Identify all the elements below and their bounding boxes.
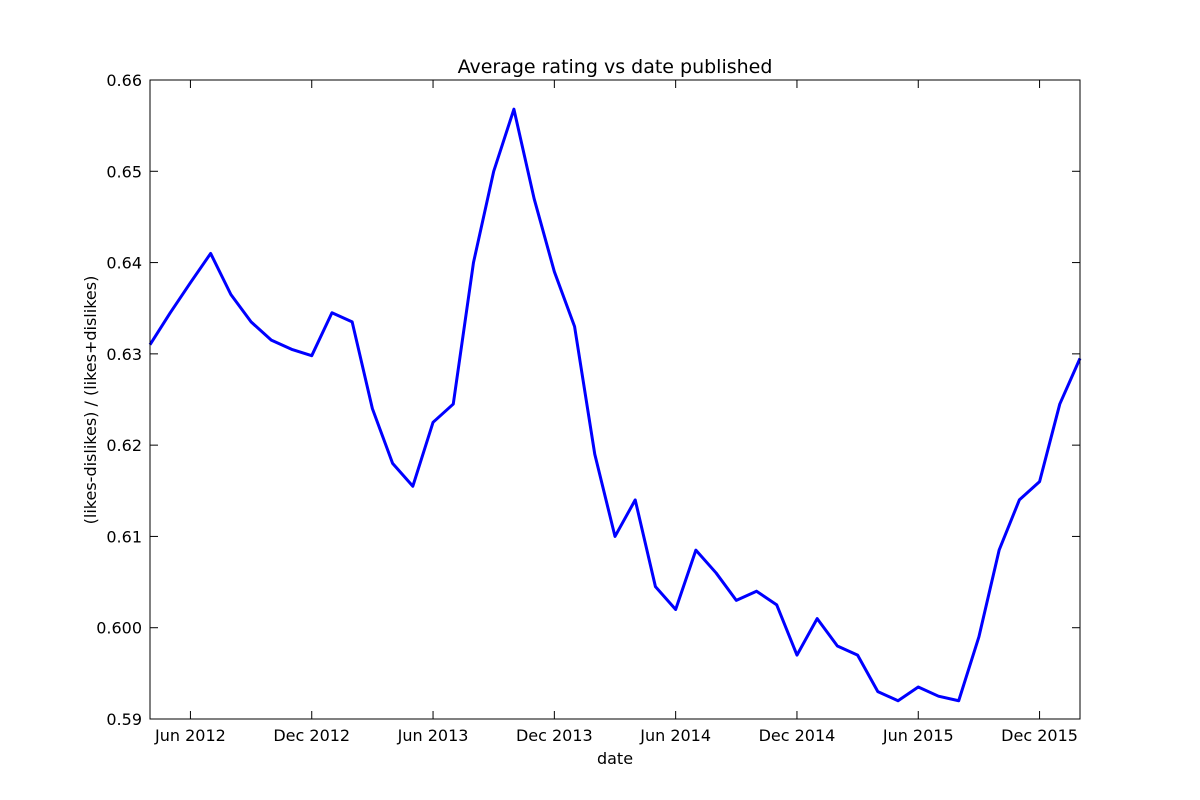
x-tick-label: Dec 2014 bbox=[759, 726, 836, 745]
x-tick-label: Jun 2014 bbox=[639, 726, 711, 745]
y-tick-label: 0.62 bbox=[106, 436, 142, 455]
y-tick-label: 0.63 bbox=[106, 345, 142, 364]
x-tick-label: Dec 2015 bbox=[1001, 726, 1078, 745]
data-line bbox=[148, 107, 1082, 703]
x-tick-label: Jun 2012 bbox=[154, 726, 226, 745]
x-tick-label: Jun 2015 bbox=[882, 726, 954, 745]
plot-frame bbox=[149, 79, 1081, 720]
y-axis-label: (likes-dislikes) / (likes+dislikes) bbox=[81, 276, 100, 525]
x-tick-label: Jun 2013 bbox=[397, 726, 469, 745]
chart-title: Average rating vs date published bbox=[458, 56, 773, 78]
y-tick-label: 0.600 bbox=[96, 619, 142, 638]
y-tick-label: 0.66 bbox=[106, 71, 142, 90]
x-tick-label: Dec 2013 bbox=[516, 726, 593, 745]
x-axis-label: date bbox=[597, 749, 633, 768]
y-tick-label: 0.61 bbox=[106, 527, 142, 546]
x-tick-label: Dec 2012 bbox=[273, 726, 350, 745]
y-tick-label: 0.65 bbox=[106, 162, 142, 181]
y-tick-label: 0.59 bbox=[106, 710, 142, 729]
y-tick-label: 0.64 bbox=[106, 254, 142, 273]
